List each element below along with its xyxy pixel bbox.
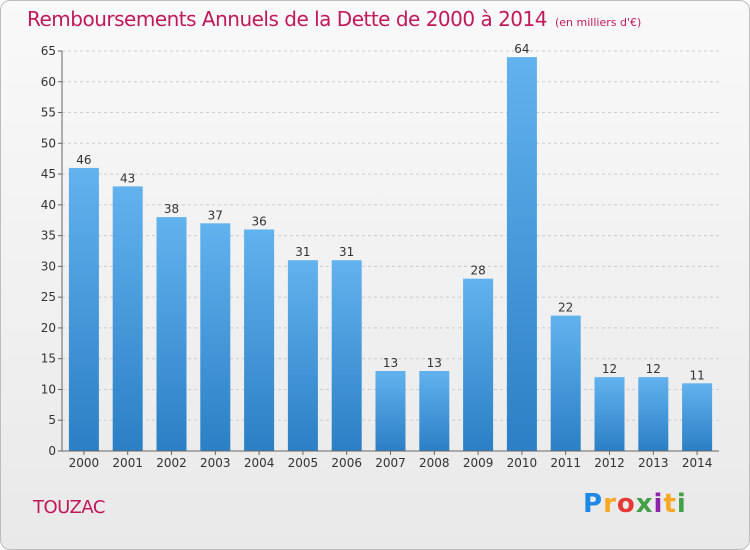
bar-value-label: 11 [689,368,704,382]
bar-value-label: 46 [76,153,91,167]
bar-2001 [112,186,143,451]
y-tick-label: 20 [41,321,56,335]
y-tick-label: 55 [41,106,56,120]
bar-2008 [419,371,450,451]
bar-2014 [682,383,713,451]
bar-value-label: 43 [120,171,135,185]
bar-2013 [638,377,669,451]
bar-value-label: 31 [339,245,354,259]
bar-2009 [463,278,494,451]
bar-2012 [594,377,625,451]
x-tick-label: 2012 [594,456,625,470]
y-tick-label: 0 [48,444,56,458]
x-tick-label: 2009 [463,456,494,470]
bar-2005 [287,260,318,451]
x-tick-label: 2007 [375,456,406,470]
y-tick-label: 35 [41,229,56,243]
bar-2002 [156,217,187,451]
labels: 0 5 10 15 20 25 30 35 40 45 50 55 60 65 46 2000 43 2001 38… [41,42,713,470]
x-tick-label: 2000 [69,456,100,470]
bar-2007 [375,371,406,451]
x-tick-label: 2013 [638,456,669,470]
axes [58,50,719,455]
bar-value-label: 12 [646,362,661,376]
bar-value-label: 22 [558,301,573,315]
x-tick-label: 2002 [156,456,187,470]
bar-2006 [331,260,362,451]
x-tick-label: 2005 [288,456,319,470]
bars [68,57,713,452]
x-tick-label: 2010 [507,456,538,470]
y-tick-label: 5 [48,413,56,427]
bar-value-label: 36 [251,214,266,228]
bar-value-label: 64 [514,42,529,56]
chart-title: Remboursements Annuels de la Dette de 20… [27,7,547,31]
x-tick-label: 2006 [331,456,362,470]
y-tick-label: 45 [41,167,56,181]
commune-name: TOUZAC [33,497,105,518]
bar-2000 [68,167,99,451]
x-tick-label: 2008 [419,456,450,470]
x-tick-label: 2003 [200,456,231,470]
y-tick-label: 30 [41,259,56,273]
bar-value-label: 38 [164,202,179,216]
bar-value-label: 37 [208,208,223,222]
bar-2011 [550,315,581,451]
y-tick-label: 15 [41,352,56,366]
x-tick-label: 2001 [112,456,143,470]
bar-value-label: 13 [427,356,442,370]
x-tick-label: 2004 [244,456,275,470]
y-tick-label: 25 [41,290,56,304]
chart-title-row: Remboursements Annuels de la Dette de 20… [27,7,641,31]
y-tick-label: 60 [41,75,56,89]
y-tick-label: 50 [41,136,56,150]
bar-2003 [200,223,231,451]
bar-value-label: 28 [470,264,485,278]
proxiti-logo: Proxiti [583,489,687,519]
y-tick-label: 65 [41,44,56,58]
bar-value-label: 31 [295,245,310,259]
bar-value-label: 13 [383,356,398,370]
bar-value-label: 12 [602,362,617,376]
bar-2004 [244,229,275,451]
x-tick-label: 2014 [682,456,713,470]
chart-subtitle: (en milliers d'€) [554,16,642,29]
y-tick-label: 40 [41,198,56,212]
bar-2010 [506,57,537,452]
y-tick-label: 10 [41,382,56,396]
x-tick-label: 2011 [550,456,581,470]
